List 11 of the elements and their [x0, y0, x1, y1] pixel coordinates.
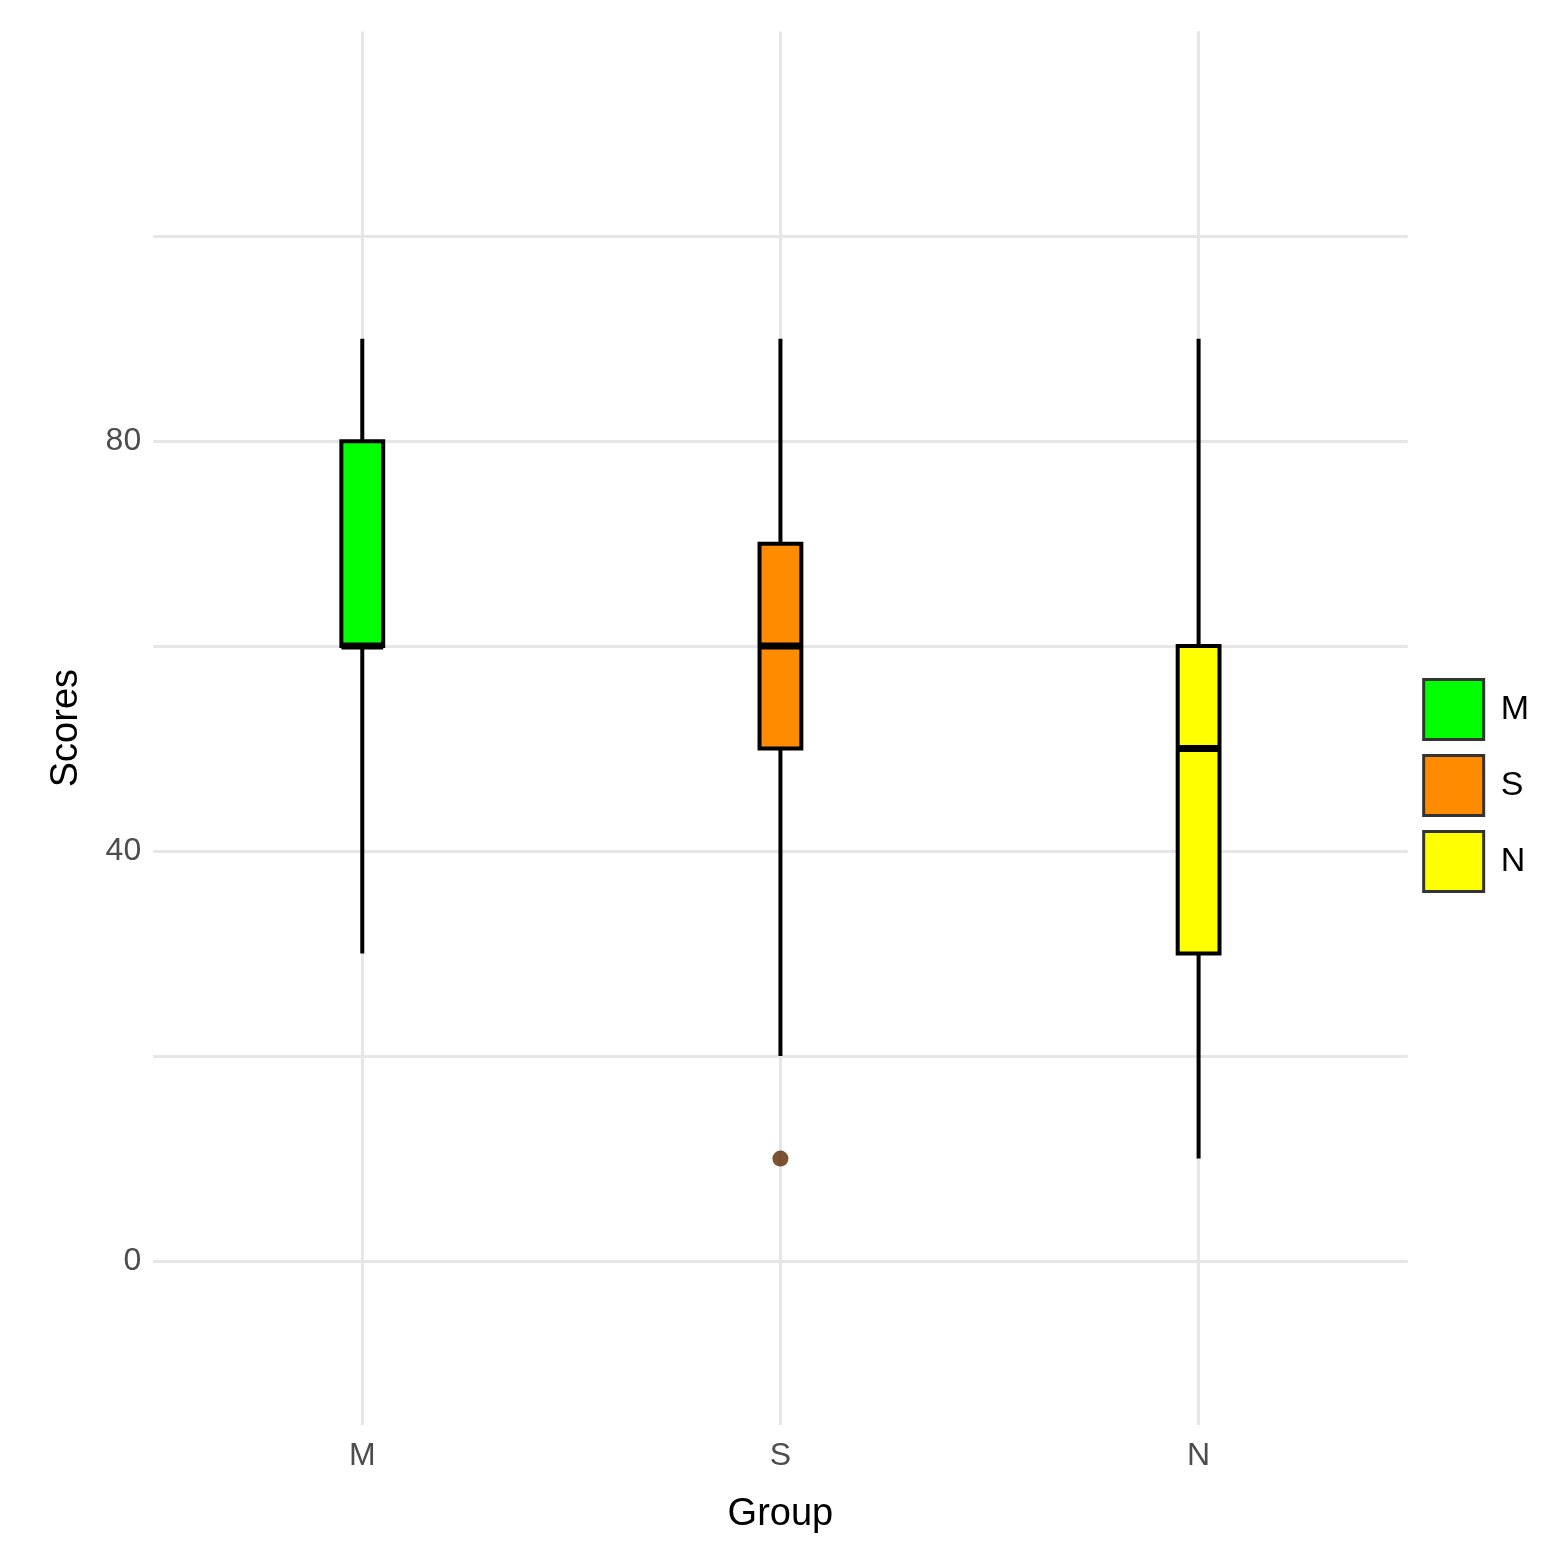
legend-label: M: [1500, 687, 1530, 726]
legend-label: N: [1500, 839, 1526, 878]
y-tick-label: 40: [105, 830, 142, 867]
y-axis-title: Scores: [43, 668, 86, 788]
y-tick-label: 0: [123, 1240, 142, 1277]
x-tick-label: M: [348, 1436, 376, 1473]
legend-label: S: [1500, 763, 1524, 802]
y-tick-label: 80: [105, 420, 142, 457]
x-tick-label: N: [1187, 1436, 1211, 1473]
x-axis-title: Group: [727, 1490, 834, 1533]
x-tick-label: S: [769, 1436, 792, 1473]
